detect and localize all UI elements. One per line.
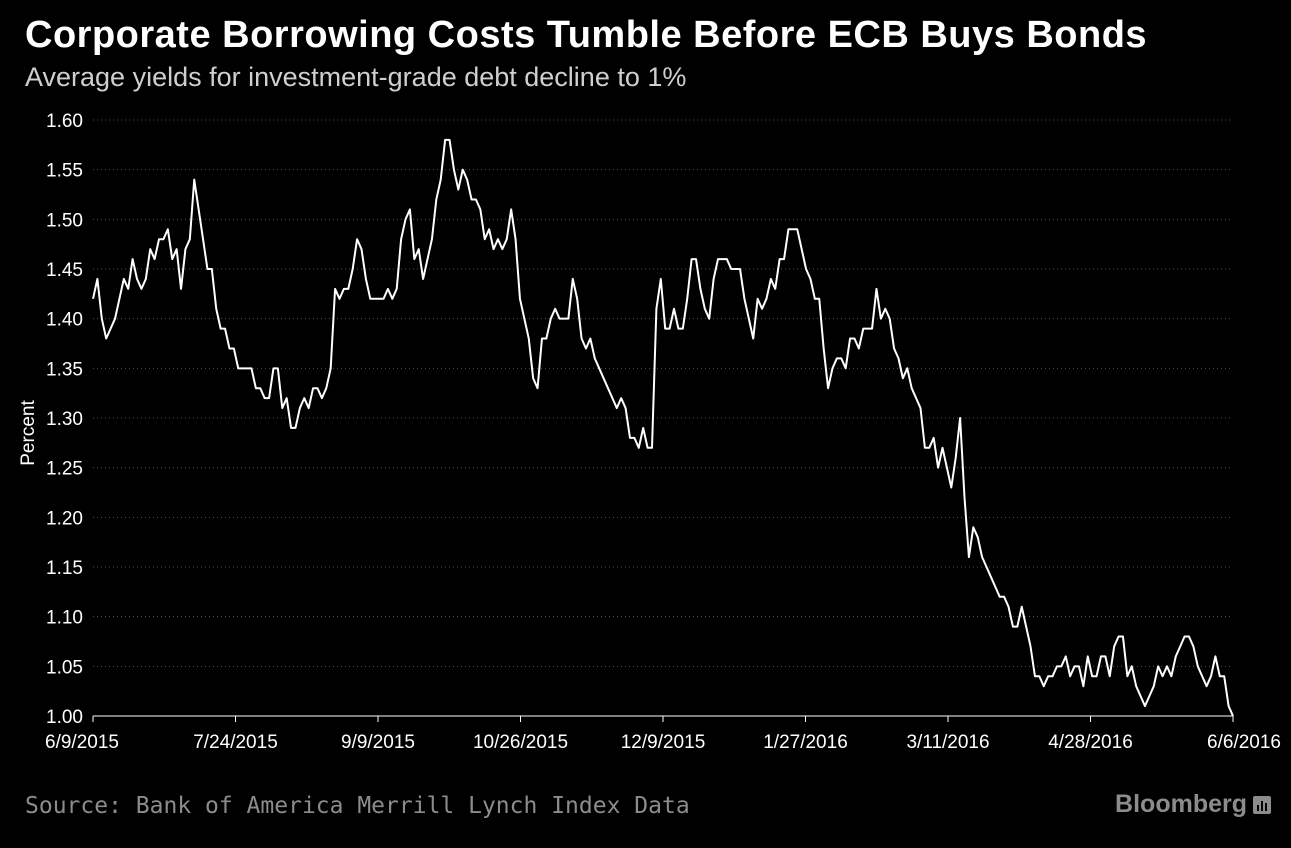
y-tick-label: 1.25 bbox=[46, 459, 83, 480]
y-tick-label: 1.20 bbox=[46, 508, 83, 529]
brand-logo: Bloomberg bbox=[1115, 790, 1271, 819]
y-tick-label: 1.00 bbox=[46, 707, 83, 728]
y-tick-label: 1.10 bbox=[46, 608, 83, 629]
x-tick-label: 6/6/2016 bbox=[1207, 732, 1281, 753]
x-tick-label: 9/9/2015 bbox=[341, 732, 415, 753]
y-tick-label: 1.40 bbox=[46, 310, 83, 331]
bloomberg-terminal-icon bbox=[1253, 795, 1271, 814]
series-line bbox=[92, 138, 1234, 717]
y-tick-label: 1.15 bbox=[46, 558, 83, 579]
brand-name: Bloomberg bbox=[1115, 790, 1247, 818]
x-tick-label: 12/9/2015 bbox=[621, 732, 706, 753]
source-note: Source: Bank of America Merrill Lynch In… bbox=[25, 793, 690, 819]
x-tick-label: 3/11/2016 bbox=[906, 732, 989, 753]
x-tick-label: 1/27/2016 bbox=[763, 732, 848, 753]
y-tick-label: 1.60 bbox=[46, 111, 83, 132]
y-tick-label: 1.50 bbox=[46, 210, 83, 231]
x-axis-ticks: 6/9/2015 7/24/2015 9/9/2015 10/26/2015 12/9/… bbox=[45, 716, 1281, 753]
y-axis-label: Percent bbox=[18, 400, 39, 466]
y-axis-ticks: 1.00 1.05 1.10 1.15 1.20 1.25 1.30 1.35 1.40 1.45… bbox=[46, 111, 83, 728]
x-tick-label: 7/24/2015 bbox=[193, 732, 278, 753]
y-tick-label: 1.05 bbox=[46, 657, 83, 678]
chart-subtitle: Average yields for investment-grade debt… bbox=[25, 62, 687, 92]
y-tick-label: 1.35 bbox=[46, 359, 83, 380]
gridlines bbox=[93, 119, 1233, 667]
x-tick-label: 10/26/2015 bbox=[473, 732, 568, 753]
x-tick-label: 4/28/2016 bbox=[1048, 732, 1133, 753]
y-tick-label: 1.45 bbox=[46, 260, 83, 281]
x-tick-label: 6/9/2015 bbox=[45, 732, 119, 753]
y-tick-label: 1.30 bbox=[46, 409, 83, 430]
y-tick-label: 1.55 bbox=[46, 161, 83, 182]
chart-title: Corporate Borrowing Costs Tumble Before … bbox=[25, 14, 1148, 56]
